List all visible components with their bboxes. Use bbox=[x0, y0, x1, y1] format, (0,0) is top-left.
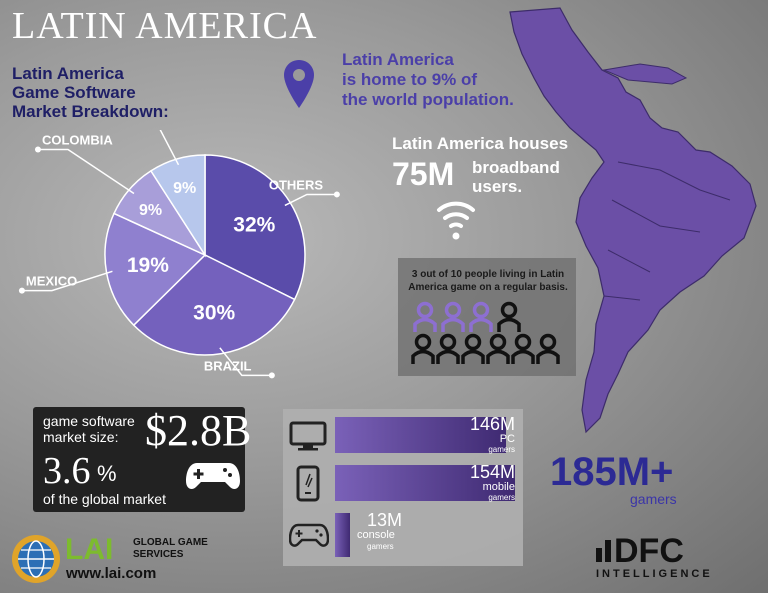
person-icon bbox=[497, 301, 521, 332]
person-icon bbox=[511, 333, 535, 364]
lai-services-line: GLOBAL GAME bbox=[133, 537, 208, 548]
pie-value-label: 9% bbox=[173, 180, 196, 197]
person-icon bbox=[461, 333, 485, 364]
breakdown-heading-line: Latin America bbox=[12, 64, 124, 83]
total-gamers-value: 185M+ bbox=[550, 450, 674, 494]
page-title: LATIN AMERICA bbox=[12, 5, 318, 47]
lai-logo-text: LAI bbox=[65, 533, 114, 566]
platform-bar-console bbox=[335, 513, 350, 557]
person-icon bbox=[411, 333, 435, 364]
pie-category-label: BRAZIL bbox=[204, 358, 252, 373]
location-pin-icon bbox=[284, 60, 314, 108]
broadband-label-line: broadband bbox=[472, 158, 560, 177]
broadband-label: broadband users. bbox=[472, 158, 562, 196]
dfc-logo-text: DFC bbox=[614, 532, 684, 570]
pie-value-label: 9% bbox=[139, 202, 162, 219]
platform-value-mobile: 154M bbox=[469, 462, 515, 482]
global-share-label: of the global market bbox=[43, 491, 166, 507]
pie-value-label: 30% bbox=[193, 301, 235, 324]
wifi-icon bbox=[437, 201, 475, 240]
platform-label-pc: PC bbox=[499, 433, 515, 445]
dfc-logo-sub: INTELLIGENCE bbox=[596, 568, 713, 580]
gamepad-icon bbox=[289, 523, 329, 547]
lai-url: www.lai.com bbox=[66, 565, 157, 582]
gamers-ratio-text: 3 out of 10 people living in Latin Ameri… bbox=[408, 269, 568, 293]
pie-category-label: MEXICO bbox=[26, 274, 77, 289]
market-pie-chart: 32%OTHERS30%BRAZIL19%MEXICO9%COLOMBIA9%A… bbox=[18, 130, 340, 379]
pie-category-label: OTHERS bbox=[269, 177, 324, 192]
broadband-label-line: users. bbox=[472, 177, 523, 196]
smartphone-icon bbox=[296, 465, 320, 502]
market-size-panel: game software market size: $2.8B 3.6 % o… bbox=[33, 406, 251, 512]
broadband-value: 75M bbox=[392, 156, 455, 192]
platform-bar-mobile bbox=[335, 465, 515, 501]
platform-label-mobile: mobile bbox=[482, 481, 515, 493]
broadband-line: Latin America houses bbox=[392, 134, 569, 153]
gamepad-icon bbox=[186, 463, 240, 489]
monitor-icon bbox=[289, 421, 327, 451]
population-line: the world population. bbox=[342, 90, 514, 109]
pie-leader-dot bbox=[333, 191, 340, 198]
platform-sub-pc: gamers bbox=[488, 445, 515, 454]
latin-america-map bbox=[509, 7, 757, 434]
population-note: Latin America is home to 9% of the world… bbox=[342, 50, 572, 110]
market-size-value: $2.8B bbox=[145, 406, 252, 455]
dfc-intelligence-logo: DFC INTELLIGENCE bbox=[596, 532, 713, 580]
person-icon bbox=[536, 333, 560, 364]
pie-value-label: 19% bbox=[127, 254, 169, 277]
lai-globe-logo bbox=[12, 535, 60, 583]
platform-bar-pc bbox=[335, 417, 506, 453]
platform-value-pc: 146M bbox=[469, 414, 515, 434]
platform-value-console: 13M bbox=[367, 510, 403, 530]
pie-leader-line bbox=[219, 347, 272, 377]
person-icon bbox=[441, 301, 465, 332]
global-share-value: 3.6 bbox=[43, 450, 91, 492]
platform-panel: 146M PC gamers 154M mobile gamers 13M co… bbox=[283, 409, 523, 566]
lai-services: GLOBAL GAME SERVICES bbox=[133, 537, 208, 561]
person-icon bbox=[469, 301, 493, 332]
person-icon bbox=[486, 333, 510, 364]
people-icons bbox=[411, 301, 560, 364]
platform-sub-mobile: gamers bbox=[488, 493, 515, 502]
breakdown-heading-line: Game Software bbox=[12, 83, 136, 102]
pie-value-label: 32% bbox=[233, 213, 275, 236]
pie-leader-line bbox=[37, 148, 135, 195]
global-share-unit: % bbox=[97, 461, 117, 486]
pie-leader-dot bbox=[268, 372, 275, 379]
pie-leader-line bbox=[159, 130, 180, 166]
platform-sub-console: gamers bbox=[367, 542, 394, 551]
pie-leader-line bbox=[284, 193, 337, 207]
lai-services-line: SERVICES bbox=[133, 549, 184, 560]
pie-slice-argentina bbox=[149, 154, 206, 258]
pie-slice-mexico bbox=[104, 212, 207, 327]
platform-label-console: console bbox=[357, 529, 395, 541]
person-icon bbox=[436, 333, 460, 364]
pie-category-label: COLOMBIA bbox=[42, 132, 113, 147]
breakdown-heading: Latin America Game Software Market Break… bbox=[12, 64, 212, 121]
breakdown-heading-line: Market Breakdown: bbox=[12, 102, 169, 121]
pie-leader-line bbox=[21, 270, 113, 292]
pie-slice-brazil bbox=[132, 254, 296, 356]
pie-leader-dot bbox=[34, 146, 41, 153]
population-line: Latin America bbox=[342, 50, 454, 69]
person-icon bbox=[413, 301, 437, 332]
gamers-ratio-panel: 3 out of 10 people living in Latin Ameri… bbox=[398, 258, 576, 376]
pie-leader-dot bbox=[18, 287, 25, 294]
total-gamers-label: gamers bbox=[630, 491, 677, 507]
market-size-label: game software market size: bbox=[43, 413, 135, 445]
population-line: is home to 9% of bbox=[342, 70, 478, 89]
